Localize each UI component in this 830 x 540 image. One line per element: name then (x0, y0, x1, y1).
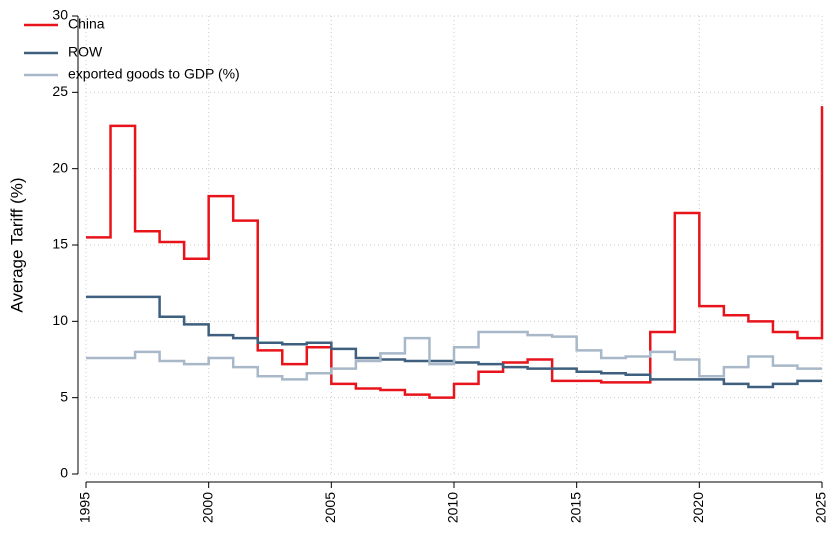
y-tick-label: 30 (52, 7, 68, 23)
y-tick-label: 25 (52, 83, 68, 99)
legend-label: China (68, 16, 105, 32)
series-line (86, 106, 824, 399)
x-tick-label: 2010 (445, 492, 461, 523)
legend-label: exported goods to GDP (%) (68, 66, 240, 82)
y-axis-label: Average Tariff (%) (7, 177, 26, 312)
y-tick-label: 20 (52, 159, 68, 175)
x-tick-label: 2000 (199, 492, 215, 523)
legend-label: ROW (68, 44, 103, 60)
x-tick-label: 2005 (322, 492, 338, 523)
x-tick-label: 2020 (690, 492, 706, 523)
x-tick-label: 1995 (77, 492, 93, 523)
y-tick-label: 10 (52, 312, 68, 328)
y-tick-label: 15 (52, 236, 68, 252)
series-line (86, 295, 822, 389)
series-line (86, 330, 822, 381)
y-tick-label: 5 (60, 388, 68, 404)
y-tick-label: 0 (60, 465, 68, 481)
x-tick-label: 2015 (567, 492, 583, 523)
x-tick-label: 2025 (813, 492, 829, 523)
